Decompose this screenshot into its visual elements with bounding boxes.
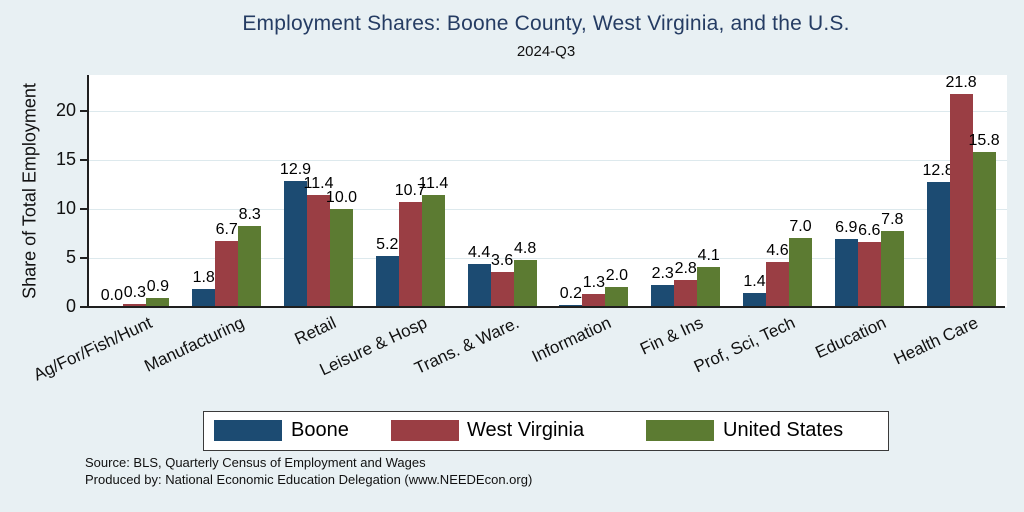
y-tick-mark — [80, 159, 87, 162]
gridline — [89, 159, 1007, 161]
x-axis-label: Fin & Ins — [636, 313, 706, 359]
bar-west-virginia: 1.3 — [582, 274, 606, 307]
value-label: 4.4 — [467, 243, 491, 261]
x-axis-label: Information — [528, 313, 614, 367]
bar-west-virginia: 6.6 — [857, 222, 881, 307]
plot-area: 0.0 0.3 0.9 1.8 6.7 8.3 12.9 11.4 10.0 5.2 10.7 11.… — [87, 74, 1007, 307]
value-label: 2.0 — [605, 267, 629, 285]
value-label: 6.6 — [858, 222, 881, 240]
bar-west-virginia: 6.7 — [215, 221, 239, 307]
value-label: 5.2 — [376, 236, 399, 254]
bar-west-virginia: 11.4 — [304, 175, 333, 307]
y-tick-label: 0 — [65, 296, 76, 316]
x-axis-label: Education — [812, 313, 890, 363]
value-label: 0.3 — [123, 284, 147, 302]
x-axis-line — [87, 306, 1005, 308]
value-label: 10.0 — [325, 189, 358, 207]
bar-west-virginia: 0.3 — [123, 284, 147, 307]
value-label: 0.2 — [559, 285, 583, 303]
x-axis-label: Health Care — [890, 313, 982, 369]
produced-by-note: Produced by: National Economic Education… — [85, 471, 533, 487]
x-axis-label: Retail — [291, 313, 339, 349]
value-label: 4.6 — [766, 241, 789, 259]
bar-united-states: 4.1 — [697, 247, 721, 307]
value-label: 1.4 — [743, 273, 766, 291]
value-label: 11.4 — [418, 175, 449, 193]
bar-united-states: 11.4 — [418, 175, 448, 307]
value-label: 1.8 — [192, 269, 215, 287]
legend: Boone West Virginia United States — [203, 411, 889, 451]
bar-boone: 12.8 — [923, 162, 954, 307]
value-label: 21.8 — [945, 73, 977, 91]
y-tick-label: 5 — [65, 247, 76, 268]
bar-united-states: 10.0 — [326, 189, 357, 307]
value-label: 12.8 — [922, 161, 954, 179]
x-axis-label: Ag/For/Fish/Hunt — [30, 313, 155, 385]
value-label: 8.3 — [238, 205, 261, 223]
gridline — [89, 208, 1007, 210]
bar-boone: 5.2 — [375, 236, 399, 307]
y-tick-mark — [80, 110, 87, 113]
legend-swatch-west-virginia — [391, 420, 459, 441]
value-label: 4.8 — [513, 240, 537, 258]
bar-boone: 2.3 — [651, 265, 675, 307]
bar-united-states: 0.9 — [146, 278, 170, 307]
bar-boone: 1.8 — [192, 269, 216, 307]
value-label: 0.0 — [100, 287, 124, 304]
value-label: 2.3 — [651, 264, 674, 282]
y-tick-mark — [80, 208, 87, 211]
value-label: 4.1 — [697, 246, 720, 264]
bar-united-states: 7.8 — [880, 211, 904, 307]
legend-swatch-united-states — [646, 420, 714, 441]
legend-label: Boone — [291, 419, 349, 441]
bar-boone: 4.4 — [467, 244, 491, 307]
value-label: 0.9 — [146, 278, 170, 296]
y-tick-label: 15 — [55, 149, 76, 170]
legend-swatch-boone — [214, 420, 282, 441]
bar-boone: 1.4 — [743, 273, 766, 307]
y-tick-label: 20 — [55, 100, 76, 121]
x-axis-label: Manufacturing — [141, 313, 247, 376]
chart-subtitle: 2024-Q3 — [516, 43, 576, 60]
bar-boone: 6.9 — [834, 219, 858, 307]
bar-west-virginia: 3.6 — [490, 252, 514, 307]
bar-united-states: 4.8 — [513, 240, 537, 307]
bar-united-states: 15.8 — [969, 132, 1000, 307]
bar-west-virginia: 2.8 — [674, 260, 698, 307]
gridline — [89, 110, 1007, 112]
value-label: 2.8 — [674, 259, 697, 277]
value-label: 6.7 — [215, 221, 238, 239]
value-label: 12.9 — [279, 160, 312, 178]
bar-united-states: 8.3 — [238, 206, 262, 307]
y-tick-label: 10 — [55, 198, 76, 219]
footer-notes: Source: BLS, Quarterly Census of Employm… — [85, 455, 532, 488]
y-tick-mark — [80, 306, 87, 308]
value-label: 7.8 — [881, 210, 904, 228]
bar-boone: 12.9 — [280, 161, 311, 307]
bar-west-virginia: 21.8 — [946, 74, 977, 307]
value-label: 11.4 — [303, 175, 334, 193]
value-label: 1.3 — [582, 274, 606, 292]
bar-united-states: 7.0 — [789, 218, 812, 307]
y-tick-mark — [80, 257, 87, 260]
bar-west-virginia: 4.6 — [766, 242, 789, 307]
x-axis-label: Prof, Sci, Tech — [690, 313, 798, 377]
bar-west-virginia: 10.7 — [395, 182, 426, 307]
source-note: Source: BLS, Quarterly Census of Employm… — [85, 455, 426, 470]
x-axis-label: Trans. & Ware. — [411, 313, 523, 378]
bar-united-states: 2.0 — [605, 267, 629, 307]
value-label: 3.6 — [490, 251, 514, 269]
legend-label: United States — [723, 419, 844, 441]
gridline — [89, 257, 1007, 259]
legend-label: West Virginia — [467, 419, 585, 441]
chart-title: Employment Shares: Boone County, West Vi… — [242, 12, 850, 35]
value-label: 6.9 — [835, 219, 858, 237]
value-label: 7.0 — [789, 218, 812, 236]
value-label: 10.7 — [394, 182, 426, 200]
value-label: 15.8 — [968, 132, 1000, 150]
